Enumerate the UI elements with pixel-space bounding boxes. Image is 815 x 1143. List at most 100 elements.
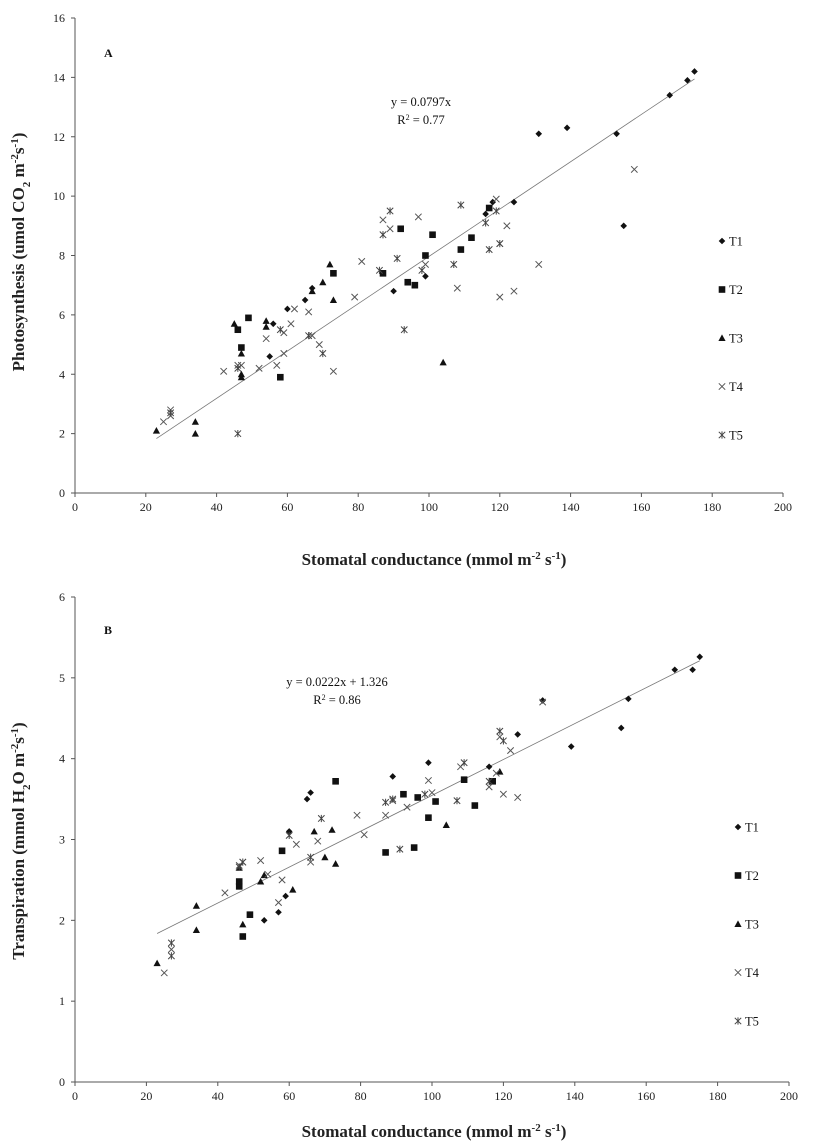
panel-a-point-t5: [305, 332, 313, 340]
panel-a-point-t4: [329, 367, 337, 375]
panel-a-point-t4: [630, 165, 638, 173]
panel-a-point-t4: [453, 284, 461, 292]
panel-a-y-tick-label: 14: [53, 70, 65, 84]
panel-b-point-t5: [317, 814, 325, 823]
panel-a-point-t1: [390, 287, 397, 295]
panel-b-point-t2: [460, 776, 468, 783]
panel-a-photosynthesis: 0 20 40 60 80 100 120 140 160 180 200 0 2 4 6 8 10 12 14 16…: [9, 11, 792, 569]
panel-b-point-t1: [425, 759, 432, 767]
panel-a-point-t2: [397, 225, 404, 233]
panel-a-point-t1: [620, 222, 627, 230]
panel-a-point-t3: [237, 373, 245, 381]
panel-b-legend-marker-t3: [734, 920, 742, 927]
panel-b-legend-marker-t5: [734, 1017, 742, 1025]
panel-a-y-tick-label: 2: [59, 427, 65, 441]
panel-b-equation: y = 0.0222x + 1.326: [286, 675, 388, 689]
panel-a-point-t5: [276, 326, 284, 334]
panel-b-x-tick-label: 160: [637, 1089, 655, 1103]
panel-a-y-tick-label: 0: [59, 486, 65, 500]
panel-a-legend-marker-t3: [718, 334, 726, 341]
panel-a-legend-label-t5: T5: [729, 429, 743, 443]
panel-b-point-t2: [332, 778, 339, 785]
panel-a-point-t3: [319, 278, 327, 286]
panel-b-point-t5: [460, 759, 468, 767]
panel-b-r-squared: R2 = 0.86: [313, 693, 361, 708]
panel-a-legend-marker-t2: [718, 286, 726, 293]
panel-b-point-t1: [514, 731, 521, 738]
panel-b-point-t5: [496, 727, 504, 735]
panel-b-point-t4: [506, 747, 515, 755]
panel-a-point-t1: [666, 91, 674, 99]
panel-a-point-t4: [262, 335, 270, 343]
panel-a-point-t2: [485, 204, 493, 212]
panel-b-point-t2: [489, 778, 496, 785]
panel-b-x-tick-label: 40: [212, 1089, 224, 1103]
panel-a-point-t5: [167, 409, 175, 417]
panel-a-r-squared: R2 = 0.77: [397, 113, 445, 128]
panel-a-legend-marker-t5: [718, 431, 726, 439]
panel-a-point-t3: [191, 430, 199, 437]
panel-a-point-t5: [482, 219, 490, 227]
panel-a-point-t2: [404, 278, 412, 286]
panel-b-point-t1: [282, 892, 289, 900]
panel-a-point-t1: [684, 77, 691, 84]
panel-b-legend-marker-t4: [734, 968, 742, 977]
panel-b-point-t2: [425, 814, 432, 821]
panel-b-point-t5: [167, 952, 175, 960]
panel-a-point-t2: [234, 326, 242, 334]
panel-b-y-tick-label: 6: [59, 590, 65, 604]
panel-b-point-t1: [567, 743, 575, 750]
panel-b-x-tick-label: 100: [423, 1089, 441, 1103]
panel-a-x-tick-label: 80: [352, 500, 364, 514]
panel-a-point-t1: [284, 305, 291, 313]
panel-a-point-t4: [503, 222, 511, 230]
panel-a-x-tick-label: 140: [562, 500, 580, 514]
panel-b-point-t4: [514, 793, 522, 802]
panel-b-point-t4: [221, 889, 229, 897]
panel-b-point-t2: [414, 794, 422, 801]
panel-b-x-tick-label: 80: [355, 1089, 367, 1103]
panel-a-point-t2: [429, 231, 436, 239]
panel-a-point-t2: [379, 270, 387, 277]
panel-b-y-axis-title: Transpiration (mmol H2O m-2s-1): [9, 722, 33, 959]
panel-b-legend-marker-t1: [734, 823, 742, 831]
panel-a-y-axis-title: Photosynthesis (umol CO2 m-2s-1): [9, 133, 33, 372]
panel-b-x-tick-label: 60: [283, 1089, 295, 1103]
panel-a-legend-label-t2: T2: [729, 283, 743, 297]
panel-b-point-t1: [617, 724, 625, 732]
panel-a-x-tick-label: 40: [211, 500, 223, 514]
panel-b-point-t5: [421, 790, 429, 798]
panel-a-point-t5: [492, 207, 500, 215]
panel-a-point-t4: [386, 225, 394, 233]
panel-b-point-t2: [432, 798, 439, 805]
panel-a-point-t4: [535, 260, 543, 268]
panel-a-point-t5: [485, 245, 493, 254]
panel-b-point-t5: [239, 858, 247, 866]
panel-a-point-t1: [422, 272, 429, 280]
panel-b-point-t3: [239, 920, 247, 928]
panel-a-point-t5: [319, 349, 327, 358]
panel-b-point-t4: [539, 698, 547, 706]
panel-a-point-t4: [290, 305, 299, 313]
panel-a-x-axis-title: Stomatal conductance (mmol m-2 s-1): [302, 550, 567, 569]
panel-b-point-t3: [257, 877, 265, 885]
panel-a-point-t5: [386, 207, 394, 215]
panel-b-y-tick-label: 4: [59, 752, 65, 766]
panel-a-point-t5: [375, 266, 383, 274]
panel-a-point-t4: [492, 195, 500, 203]
panel-b-label: B: [104, 623, 112, 637]
panel-a-y-tick-label: 10: [53, 189, 65, 203]
panel-a-point-t2: [457, 246, 465, 253]
panel-b-point-t4: [360, 831, 368, 839]
panel-b-x-tick-label: 180: [709, 1089, 727, 1103]
panel-a-x-tick-label: 0: [72, 500, 78, 514]
panel-a-point-t4: [159, 418, 168, 426]
panel-b-point-t2: [239, 933, 247, 940]
panel-b-point-t1: [307, 789, 314, 796]
panel-a-point-t1: [266, 353, 273, 360]
panel-a-legend-label-t3: T3: [729, 332, 743, 346]
panel-b-point-t2: [410, 844, 418, 851]
panel-a-point-t3: [262, 317, 270, 324]
panel-a-point-t1: [301, 296, 309, 304]
